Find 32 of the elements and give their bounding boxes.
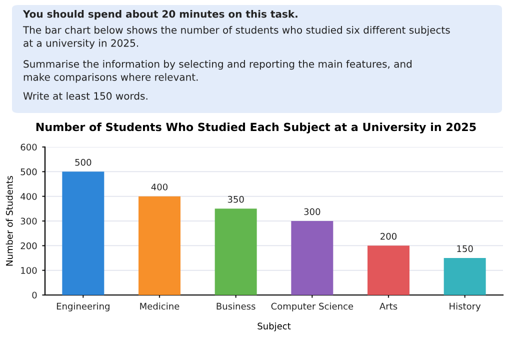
text: Write at least 150 words. (23, 92, 148, 100)
bar (368, 246, 410, 295)
y-tick-label: 500 (20, 168, 37, 176)
x-axis-title: Subject (258, 322, 291, 332)
y-tick-label: 200 (20, 242, 37, 250)
y-tick-label: 100 (21, 267, 37, 274)
x-tick-label: Medicine (140, 302, 180, 310)
text: You should spend about 20 minutes on this task. (22, 10, 298, 20)
data-label: 150 (457, 245, 473, 252)
text: Summarise the information by selecting and reporting the main features, and make comparisons where relevant. (24, 60, 412, 83)
y-axis-title: Number of Students (6, 176, 13, 266)
data-label: 400 (151, 184, 168, 190)
bar (214, 208, 257, 295)
bar (444, 258, 486, 295)
x-tick-label: Business (216, 302, 256, 310)
data-label: 350 (228, 196, 244, 203)
bar (138, 196, 180, 295)
text: The bar chart below shows the number of students who studied six different subjects at a university in 2025. (22, 26, 450, 49)
y-tick-label: 0 (32, 292, 37, 299)
bar (291, 221, 334, 295)
x-tick-label: Arts (380, 302, 398, 310)
chart-title: Number of Students Who Studied Each Subject at a University in 2025 (36, 122, 476, 134)
data-label: 200 (380, 232, 397, 240)
bar (62, 172, 104, 295)
data-label: 300 (304, 208, 320, 216)
y-tick-label: 600 (20, 144, 37, 151)
data-label: 500 (75, 158, 92, 166)
x-tick-label: Computer Science (271, 302, 354, 312)
x-tick-label: Engineering (56, 302, 110, 312)
y-tick-label: 400 (20, 193, 37, 200)
x-tick-label: History (450, 302, 481, 312)
y-tick-label: 300 (20, 218, 37, 225)
